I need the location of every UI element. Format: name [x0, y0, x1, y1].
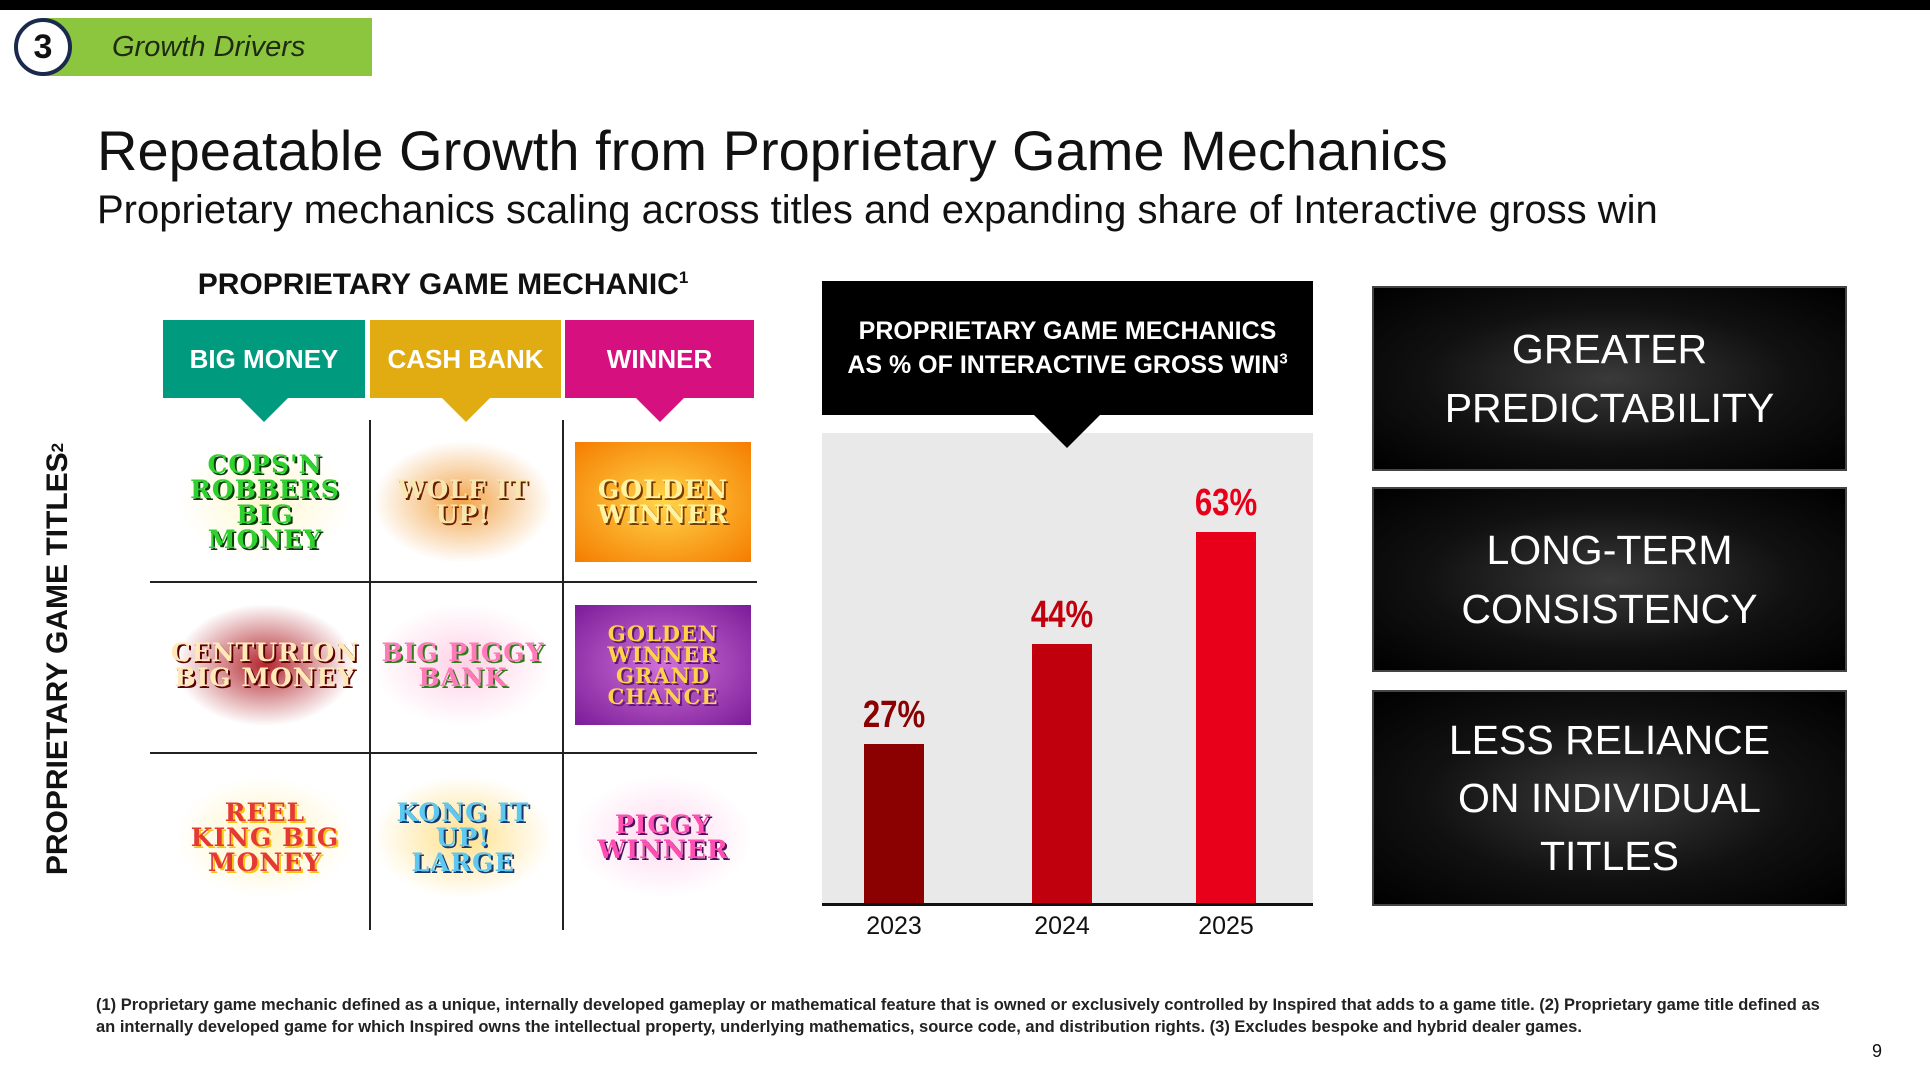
- benefit-box-consistency: LONG-TERM CONSISTENCY: [1372, 487, 1847, 672]
- benefit-box-less-reliance: LESS RELIANCE ON INDIVIDUAL TITLES: [1372, 690, 1847, 906]
- game-cell: PIGGY WINNER: [568, 762, 758, 912]
- chart-header-line1: PROPRIETARY GAME MECHANICS: [858, 316, 1277, 345]
- game-cell: REEL KING BIG MONEY: [170, 762, 360, 912]
- benefit-line: LESS RELIANCE: [1448, 716, 1771, 763]
- mechanic-header-cash-bank: CASH BANK: [370, 320, 561, 422]
- benefit-line: CONSISTENCY: [1461, 585, 1758, 632]
- chart-data-label: 44%: [1030, 593, 1094, 636]
- mechanic-header-label: BIG MONEY: [189, 343, 339, 374]
- chart-x-tick-label: 2025: [1198, 912, 1254, 940]
- game-cell: COPS'N ROBBERS BIG MONEY: [170, 427, 360, 577]
- mechanic-header-arrow: [441, 398, 490, 422]
- grid-divider: [562, 420, 564, 930]
- section-number: 3: [14, 18, 72, 76]
- game-logo: COPS'N ROBBERS BIG MONEY: [177, 442, 353, 562]
- mechanic-header-big-money: BIG MONEY: [163, 320, 365, 422]
- page-subtitle: Proprietary mechanics scaling across tit…: [97, 188, 1658, 232]
- chart-bar: [1196, 532, 1256, 903]
- mechanic-header-arrow: [635, 398, 684, 422]
- benefit-line: GREATER: [1511, 326, 1708, 373]
- game-logo: GOLDEN WINNER GRAND CHANCE: [575, 605, 751, 725]
- game-logo: REEL KING BIG MONEY: [177, 777, 353, 897]
- mechanic-header-arrow: [240, 398, 288, 422]
- chart-header-arrow: [1033, 414, 1101, 448]
- game-titles-axis-label: PROPRIETARY GAME TITLES 2: [28, 443, 88, 875]
- game-cell: BIG PIGGY BANK: [368, 590, 558, 740]
- chart-header-line2: AS % OF INTERACTIVE GROSS WIN3: [822, 348, 1313, 383]
- top-bar: [0, 0, 1930, 10]
- benefit-box-predictability: GREATER PREDICTABILITY: [1372, 286, 1847, 471]
- chart-data-label: 27%: [862, 694, 926, 736]
- benefit-line: ON INDIVIDUAL: [1457, 774, 1761, 821]
- chart-header-sup: 3: [1279, 350, 1288, 368]
- page-number: 9: [1872, 1041, 1883, 1061]
- benefit-text: GREATER PREDICTABILITY: [1445, 320, 1775, 436]
- mechanic-header-label: WINNER: [606, 343, 713, 374]
- game-cell: GOLDEN WINNER GRAND CHANCE: [568, 590, 758, 740]
- chart-header: PROPRIETARY GAME MECHANICS AS % OF INTER…: [822, 281, 1313, 415]
- page-title: Repeatable Growth from Proprietary Game …: [97, 119, 1448, 182]
- game-cell: CENTURION BIG MONEY: [170, 590, 360, 740]
- mechanic-title: PROPRIETARY GAME MECHANIC1: [163, 268, 723, 302]
- grid-divider: [150, 581, 757, 583]
- footnote: (1) Proprietary game mechanic defined as…: [96, 996, 1820, 1037]
- mechanic-title-sup: 1: [678, 268, 689, 287]
- game-cell: GOLDEN WINNER: [568, 427, 758, 577]
- section-badge: 3 Growth Drivers: [14, 18, 372, 76]
- grid-divider: [369, 420, 371, 930]
- mechanic-header-label: CASH BANK: [387, 343, 544, 374]
- mechanic-header-winner: WINNER: [565, 320, 754, 422]
- benefit-line: TITLES: [1540, 833, 1679, 880]
- game-cell: WOLF IT UP!: [368, 427, 558, 577]
- game-logo: PIGGY WINNER: [575, 777, 751, 897]
- game-cell: KONG IT UP! LARGE: [368, 762, 558, 912]
- game-logo: GOLDEN WINNER: [575, 442, 751, 562]
- chart-x-tick-label: 2024: [1034, 912, 1090, 940]
- benefit-text: LONG-TERM CONSISTENCY: [1461, 521, 1757, 637]
- game-titles-axis-text: PROPRIETARY GAME TITLES: [41, 452, 74, 876]
- chart-bar: [1032, 643, 1092, 903]
- game-logo: CENTURION BIG MONEY: [171, 605, 358, 725]
- benefit-line: LONG-TERM: [1486, 527, 1733, 574]
- game-titles-axis-sup: 2: [48, 442, 67, 453]
- section-label: Growth Drivers: [42, 18, 372, 76]
- benefit-line: PREDICTABILITY: [1444, 384, 1775, 431]
- game-logo: WOLF IT UP!: [375, 442, 551, 562]
- grid-divider: [150, 752, 757, 754]
- chart-header-line2-text: AS % OF INTERACTIVE GROSS WIN: [847, 351, 1280, 379]
- chart-x-axis: [822, 903, 1313, 906]
- chart-x-tick-label: 2023: [866, 912, 922, 940]
- mechanic-title-text: PROPRIETARY GAME MECHANIC: [197, 268, 679, 301]
- chart-bar: [864, 744, 924, 903]
- game-logo: BIG PIGGY BANK: [375, 605, 551, 725]
- benefit-text: LESS RELIANCE ON INDIVIDUAL TITLES: [1449, 711, 1770, 886]
- chart-data-label: 63%: [1194, 482, 1258, 524]
- game-logo: KONG IT UP! LARGE: [375, 777, 551, 897]
